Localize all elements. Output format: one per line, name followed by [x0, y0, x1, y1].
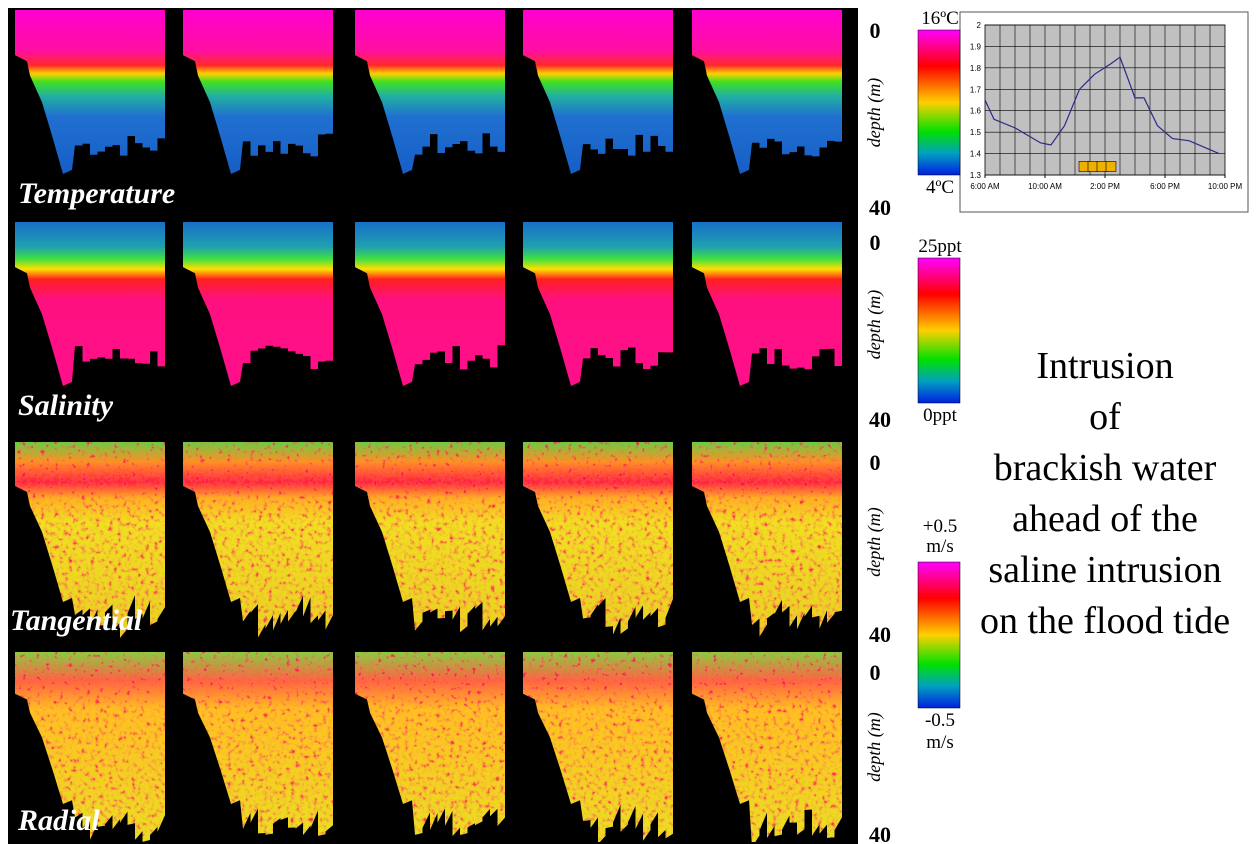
caption-line: saline intrusion	[988, 549, 1221, 591]
y-tick-label: 1.8	[970, 64, 982, 73]
caption-line: brackish water	[994, 447, 1217, 489]
bathymetry-mask	[692, 267, 842, 427]
depth-bottom-label: 40	[869, 195, 891, 220]
y-tick-label: 1.7	[970, 85, 982, 94]
row-label: Radial	[17, 804, 100, 837]
bathymetry-mask	[523, 486, 673, 642]
depth-bottom-label: 40	[869, 407, 891, 432]
depth-axis-label: depth (m)	[864, 507, 885, 576]
sample-marker	[1078, 161, 1090, 172]
x-tick-label: 6:00 AM	[970, 182, 1000, 191]
caption-line: Intrusion	[1036, 345, 1173, 387]
bathymetry-mask	[523, 267, 673, 427]
bathymetry-mask	[692, 55, 842, 215]
bathymetry-mask	[355, 267, 505, 427]
depth-bottom-label: 40	[869, 622, 891, 647]
bathymetry-mask	[15, 55, 165, 215]
bathymetry-mask	[183, 55, 333, 215]
sample-marker	[1087, 161, 1099, 172]
colorbar-top-label: +0.5	[923, 516, 957, 537]
bathymetry-mask	[15, 486, 165, 642]
colorbar-bottom-label: 4ºC	[926, 177, 954, 198]
x-tick-label: 6:00 PM	[1150, 182, 1180, 191]
bathymetry-mask	[183, 693, 333, 842]
colorbar-top-label: 25ppt	[918, 236, 962, 257]
y-tick-label: 1.4	[970, 150, 982, 159]
y-tick-label: 2	[977, 21, 982, 30]
depth-top-label: 0	[870, 230, 881, 255]
colorbar	[917, 561, 961, 709]
depth-top-label: 0	[870, 18, 881, 43]
bathymetry-mask	[183, 267, 333, 427]
colorbar	[917, 257, 961, 404]
sample-marker	[1096, 161, 1108, 172]
depth-axis-label: depth (m)	[864, 712, 885, 781]
x-tick-label: 10:00 AM	[1028, 182, 1062, 191]
bathymetry-mask	[355, 486, 505, 642]
colorbar-bottom-label: -0.5	[925, 710, 955, 731]
bathymetry-mask	[523, 55, 673, 215]
depth-top-label: 0	[870, 660, 881, 685]
colorbar-bottom-label: 0ppt	[923, 405, 958, 426]
caption-line: on the flood tide	[980, 600, 1230, 642]
y-tick-label: 1.3	[970, 171, 982, 180]
caption-line: of	[1089, 396, 1121, 438]
depth-top-label: 0	[870, 450, 881, 475]
caption-line: ahead of the	[1012, 498, 1198, 540]
bathymetry-mask	[523, 693, 673, 844]
colorbar-bottom-label: m/s	[926, 732, 953, 753]
bathymetry-mask	[15, 693, 165, 842]
bathymetry-mask	[355, 693, 505, 842]
x-tick-label: 10:00 PM	[1208, 182, 1243, 191]
tide-line	[984, 56, 1220, 155]
colorbar-top-label: m/s	[926, 536, 953, 557]
y-tick-label: 1.5	[970, 128, 982, 137]
bathymetry-mask	[355, 55, 505, 215]
bathymetry-mask	[692, 486, 842, 642]
depth-axis-label: depth (m)	[864, 78, 885, 147]
y-tick-label: 1.6	[970, 107, 982, 116]
row-label: Temperature	[18, 177, 175, 210]
colorbar-top-label: 16ºC	[921, 8, 959, 29]
bathymetry-mask	[15, 267, 165, 427]
y-tick-label: 1.9	[970, 42, 982, 51]
row-label: Salinity	[18, 389, 114, 422]
bathymetry-mask	[692, 693, 842, 844]
row-label: Tangential	[10, 604, 143, 637]
bathymetry-mask	[183, 486, 333, 642]
x-tick-label: 2:00 PM	[1090, 182, 1120, 191]
colorbar	[917, 29, 961, 176]
sample-marker	[1105, 161, 1117, 172]
depth-axis-label: depth (m)	[864, 290, 885, 359]
depth-bottom-label: 40	[869, 822, 891, 844]
